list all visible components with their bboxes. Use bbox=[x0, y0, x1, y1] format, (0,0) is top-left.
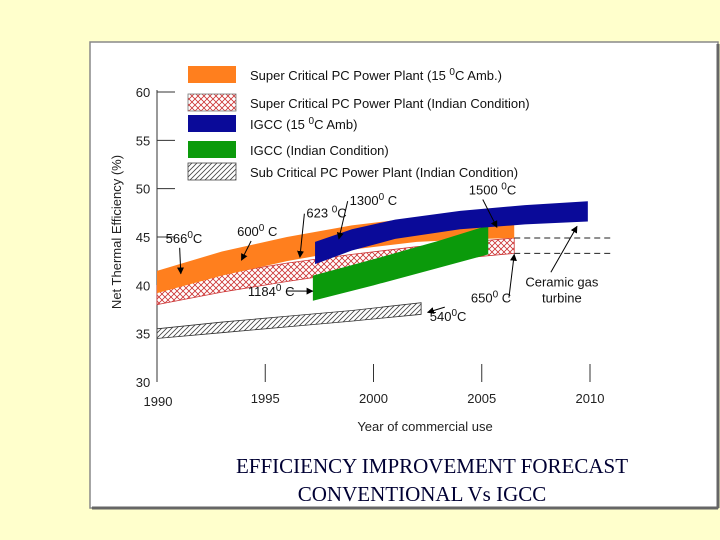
legend-entry: Sub Critical PC Power Plant (Indian Cond… bbox=[250, 165, 518, 180]
y-tick-label: 30 bbox=[136, 375, 150, 390]
annotation-label-line2: turbine bbox=[542, 290, 582, 305]
y-tick-label: 40 bbox=[136, 278, 150, 293]
annotation-arrow bbox=[336, 200, 349, 240]
legend-entry: IGCC (15 0C Amb) bbox=[250, 116, 357, 133]
annotation-label: 6500 C bbox=[471, 289, 511, 306]
x-tick-label: 2000 bbox=[359, 391, 388, 406]
chart-title: EFFICIENCY IMPROVEMENT FORECAST bbox=[236, 454, 628, 478]
annotation-label: Ceramic gas bbox=[525, 274, 598, 289]
legend-entry: Super Critical PC Power Plant (15 0C Amb… bbox=[250, 67, 502, 84]
chart-subtitle: CONVENTIONAL Vs IGCC bbox=[298, 482, 547, 506]
x-axis-label: Year of commercial use bbox=[357, 419, 492, 434]
annotation-label: 623 0C bbox=[306, 204, 346, 221]
annotation-arrow bbox=[177, 247, 185, 275]
series-band-green bbox=[312, 225, 489, 301]
series-band-blue bbox=[315, 201, 588, 265]
x-tick-label: 2010 bbox=[576, 391, 605, 406]
y-axis-label: Net Thermal Efficiency (%) bbox=[109, 155, 124, 309]
annotation-arrow bbox=[508, 253, 517, 298]
legend-swatch-green bbox=[188, 141, 236, 158]
annotation-label: 6000 C bbox=[237, 223, 277, 240]
legend: Super Critical PC Power Plant (15 0C Amb… bbox=[187, 66, 530, 181]
annotation-arrow bbox=[550, 225, 578, 273]
legend-swatch-blue bbox=[188, 115, 236, 132]
annotation-arrow bbox=[297, 213, 305, 258]
annotation-label: 5400C bbox=[430, 308, 467, 325]
x-tick-label: 1995 bbox=[251, 391, 280, 406]
series-layer bbox=[156, 201, 588, 339]
annotation-label: 13000 C bbox=[350, 192, 397, 209]
legend-swatch-crosshatch-red bbox=[187, 93, 237, 112]
y-tick-label: 45 bbox=[136, 230, 150, 245]
x-tick-label: 2005 bbox=[467, 391, 496, 406]
annotation-label: 11840 C bbox=[248, 282, 295, 299]
y-tick-label: 60 bbox=[136, 85, 150, 100]
annotation-label: 5660C bbox=[166, 229, 203, 246]
annotation-label: 1500 0C bbox=[469, 181, 517, 198]
y-tick-label: 35 bbox=[136, 327, 150, 342]
annotation-arrow bbox=[426, 306, 445, 314]
y-tick-label: 50 bbox=[136, 182, 150, 197]
y-tick-label: 55 bbox=[136, 133, 150, 148]
dashed-extension-lines bbox=[514, 237, 612, 254]
series-band-diagonal-gray bbox=[156, 302, 422, 339]
legend-entry: IGCC (Indian Condition) bbox=[250, 143, 389, 158]
legend-entry: Super Critical PC Power Plant (Indian Co… bbox=[250, 96, 530, 111]
legend-swatch-orange bbox=[188, 66, 236, 83]
x-tick-label: 1990 bbox=[144, 394, 173, 409]
annotation-arrow bbox=[482, 199, 498, 228]
legend-swatch-diagonal-gray bbox=[187, 162, 237, 181]
annotation-arrow bbox=[240, 240, 252, 261]
